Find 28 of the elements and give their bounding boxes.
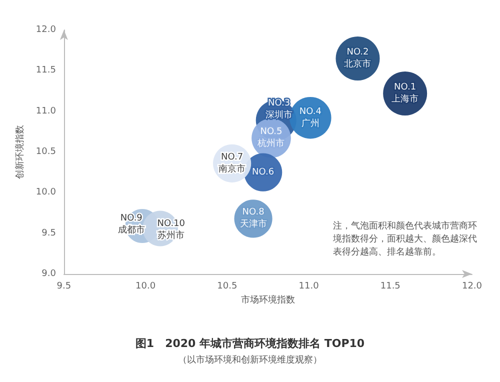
x-tick-label: 11.0	[298, 282, 320, 292]
series-label: NO.3 深圳市	[266, 98, 293, 121]
y-tick-label: 11.0	[36, 106, 56, 116]
x-tick-label: 11.5	[380, 282, 400, 292]
annotation: 注，气泡面积和颜色代表城市营商环境指数得分，面积越大、颜色越深代表得分越高、排名越靠前。	[332, 220, 477, 258]
y-tick-label: 10.5	[36, 147, 56, 157]
series-label: NO.2 北京市	[344, 47, 372, 70]
x-tick-label: 10.0	[136, 282, 156, 292]
x-tick-label: 9.5	[56, 282, 72, 292]
series-label: NO.5 杭州市	[256, 127, 285, 150]
text: （以市场环境和创新环境维度观察）	[178, 354, 322, 366]
series-label: NO.7 南京市	[218, 152, 246, 174]
text: 图1 2020 年城市营商环境指数排名 TOP10	[135, 337, 365, 350]
y-tick-label: 11.5	[36, 66, 56, 76]
series-label: NO.9 成都市	[118, 214, 145, 236]
series-label: NO.1 上海市	[392, 82, 419, 104]
x-axis-title: 市场环境指数	[240, 294, 295, 306]
y-tick-label: 9.5	[42, 228, 56, 238]
x-tick-label: 10.5	[217, 282, 238, 292]
series-label: NO.10 苏州市	[157, 218, 186, 241]
y-tick-label: 12.0	[36, 25, 56, 35]
y-tick-label: 9.0	[42, 269, 56, 279]
y-tick-label: 10.0	[36, 188, 56, 198]
y-axis-title: 创新环境指数	[14, 125, 26, 179]
series-label: NO.8 天津市	[240, 208, 267, 230]
series-label: NO.6	[252, 167, 274, 178]
series-label: NO.4 广州	[299, 106, 322, 129]
x-tick-label: 12.0	[462, 282, 482, 292]
